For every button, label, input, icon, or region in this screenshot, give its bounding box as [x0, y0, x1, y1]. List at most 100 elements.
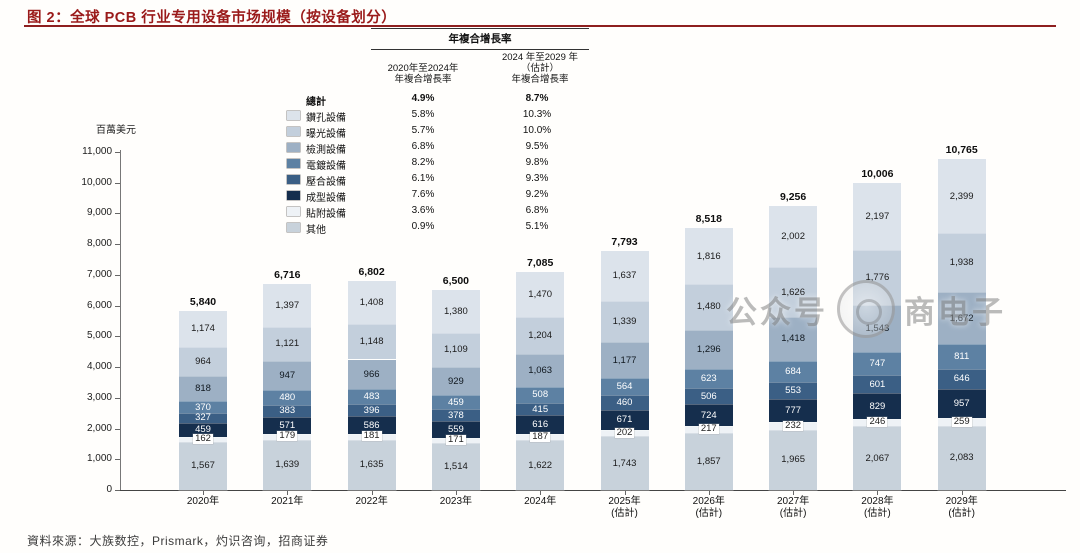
legend-series-label: 曝光設備: [306, 129, 346, 140]
legend-row: 壓合設備 6.1% 9.3%: [285, 172, 615, 188]
bar-segment: [431, 421, 480, 439]
x-axis-label: 2023年: [421, 496, 491, 508]
bar-segment: [600, 436, 649, 490]
x-axis-label: 2024年: [505, 496, 575, 508]
bar-segment: [347, 416, 396, 435]
bar-total-label: 9,256: [779, 190, 807, 203]
bar-segment: [263, 360, 312, 391]
bar-segment-value-text: 747: [869, 358, 886, 369]
x-axis-label: 2028年 (估計): [842, 496, 912, 520]
bar-segment-value: 1,109: [421, 344, 491, 355]
legend-series-label: 貼附設備: [306, 209, 346, 220]
bar-segment: [263, 416, 312, 435]
legend-series-label: 檢測設備: [306, 145, 346, 156]
bar-segment-value: 1,567: [168, 460, 238, 471]
bar-segment-value-text: 1,626: [781, 286, 805, 298]
bar-segment: [769, 398, 818, 423]
bar-segment-value: 1,397: [252, 300, 322, 311]
y-axis-tick-label: 11,000: [82, 146, 112, 157]
bar-segment-value-text: 2,083: [949, 452, 974, 464]
bar-segment: [684, 228, 733, 285]
bar-segment-value: 947: [252, 370, 322, 381]
bar-segment-value-text: 623: [700, 373, 717, 385]
bar-segment: [263, 390, 312, 405]
bar-segment-value-text: 383: [279, 405, 296, 417]
bar-segment-value: 370: [168, 402, 238, 413]
bar-segment: [431, 395, 480, 410]
y-axis-tick: [115, 305, 120, 307]
bar-segment-value-text: 1,480: [696, 301, 721, 313]
bar-segment: [347, 389, 396, 404]
bar-segment: [347, 404, 396, 417]
bar-segment-value-text: 1,776: [865, 271, 890, 283]
bar-total-label: 5,840: [189, 295, 217, 308]
bar-segment: [769, 381, 818, 399]
legend-col2-header-line2: （估計）: [520, 63, 559, 74]
bar-segment: [179, 346, 227, 377]
x-axis-tick: [203, 491, 204, 495]
bar-segment-value: 1,204: [505, 330, 575, 341]
legend-col2-header-line1: 2024 年至2029 年: [501, 52, 579, 63]
bar-segment-value: 966: [337, 369, 407, 380]
bar-total-label: 10,006: [861, 167, 894, 180]
legend-row: 鑽孔設備 5.8% 10.3%: [285, 108, 615, 124]
bar-segment-value: 162: [168, 433, 238, 444]
x-axis-label-year: 2021年: [271, 496, 304, 507]
bar-segment-value-text: 202: [614, 426, 635, 438]
bar-segment-value: 1,121: [252, 338, 322, 349]
bar-segment-value-text: 553: [785, 384, 802, 396]
legend-series-cagr-2020-2024: 8.2%: [411, 157, 435, 168]
bar-segment: [937, 292, 986, 344]
bar-segment-value-text: 1,816: [696, 250, 721, 262]
legend-row: 曝光設備 5.7% 10.0%: [285, 124, 615, 140]
bar-segment-value-text: 1,063: [528, 365, 553, 377]
bar-segment-value-text: 1,470: [528, 289, 553, 301]
bar-segment-value: 811: [927, 351, 997, 362]
bar-total-label: 6,716: [274, 268, 301, 281]
bar-segment-value: 1,743: [590, 458, 660, 469]
x-axis-label-note: (估計): [779, 508, 807, 519]
bar-segment-value-text: 483: [363, 391, 380, 403]
bar-segment-value-text: 370: [195, 401, 211, 413]
bar-segment-value-text: 1,177: [612, 354, 637, 366]
bar-segment: [179, 412, 227, 423]
bar-segment-value-text: 1,204: [528, 330, 553, 342]
legend-col2-header-line3: 年複合增長率: [511, 74, 569, 85]
legend-swatch: [287, 175, 300, 184]
legend-swatch: [287, 223, 300, 232]
legend-series-cagr-2020-2024: 5.7%: [411, 125, 435, 136]
bar-segment-value-text: 1,418: [781, 333, 805, 345]
legend-col1-header-line1: 2020年至2024年: [387, 63, 459, 74]
legend-series-cagr-2024-2029: 9.3%: [525, 173, 549, 184]
bar-segment-value: 829: [842, 401, 912, 412]
bar-segment-value-text: 1,514: [444, 461, 468, 473]
bar-segment: [516, 317, 565, 355]
y-axis-tick-label: 9,000: [86, 207, 112, 219]
bar-segment-value: 818: [168, 383, 238, 394]
legend-series-label: 壓合設備: [306, 177, 346, 188]
bar-segment-value-text: 1,109: [444, 344, 468, 356]
bar-segment-value: 1,296: [674, 344, 744, 355]
bar-segment: [179, 401, 227, 413]
bar-segment-value-text: 460: [616, 397, 633, 409]
y-axis-tick-label: 7,000: [86, 268, 112, 280]
bar-segment-value-text: 1,296: [696, 343, 721, 355]
legend-row: 貼附設備 3.6% 6.8%: [285, 204, 615, 220]
legend-total-cagr-2020-2024: 4.9%: [411, 93, 435, 104]
bar-segment-value: 623: [674, 373, 744, 384]
bar-segment-value: 460: [590, 397, 660, 408]
bar-segment: [684, 369, 733, 389]
bar-segment-value-text: 818: [195, 383, 211, 395]
bar-segment-value: 1,816: [674, 251, 744, 262]
legend-series-cagr-2024-2029: 5.1%: [525, 221, 549, 232]
bar-segment-value: 2,083: [927, 452, 997, 463]
y-axis-tick-label: 8,000: [86, 238, 112, 250]
x-axis-label-year: 2020年: [186, 496, 220, 507]
bar-segment: [179, 310, 227, 347]
bar-segment-value-text: 684: [785, 365, 802, 377]
x-axis-label-year: 2022年: [355, 496, 388, 507]
bar-segment-value-text: 957: [953, 397, 970, 409]
legend-series-label: 成型設備: [306, 193, 346, 204]
legend-col1-header-line2: 年複合增長率: [394, 74, 452, 85]
bar-segment-value-text: 1,965: [781, 454, 805, 466]
